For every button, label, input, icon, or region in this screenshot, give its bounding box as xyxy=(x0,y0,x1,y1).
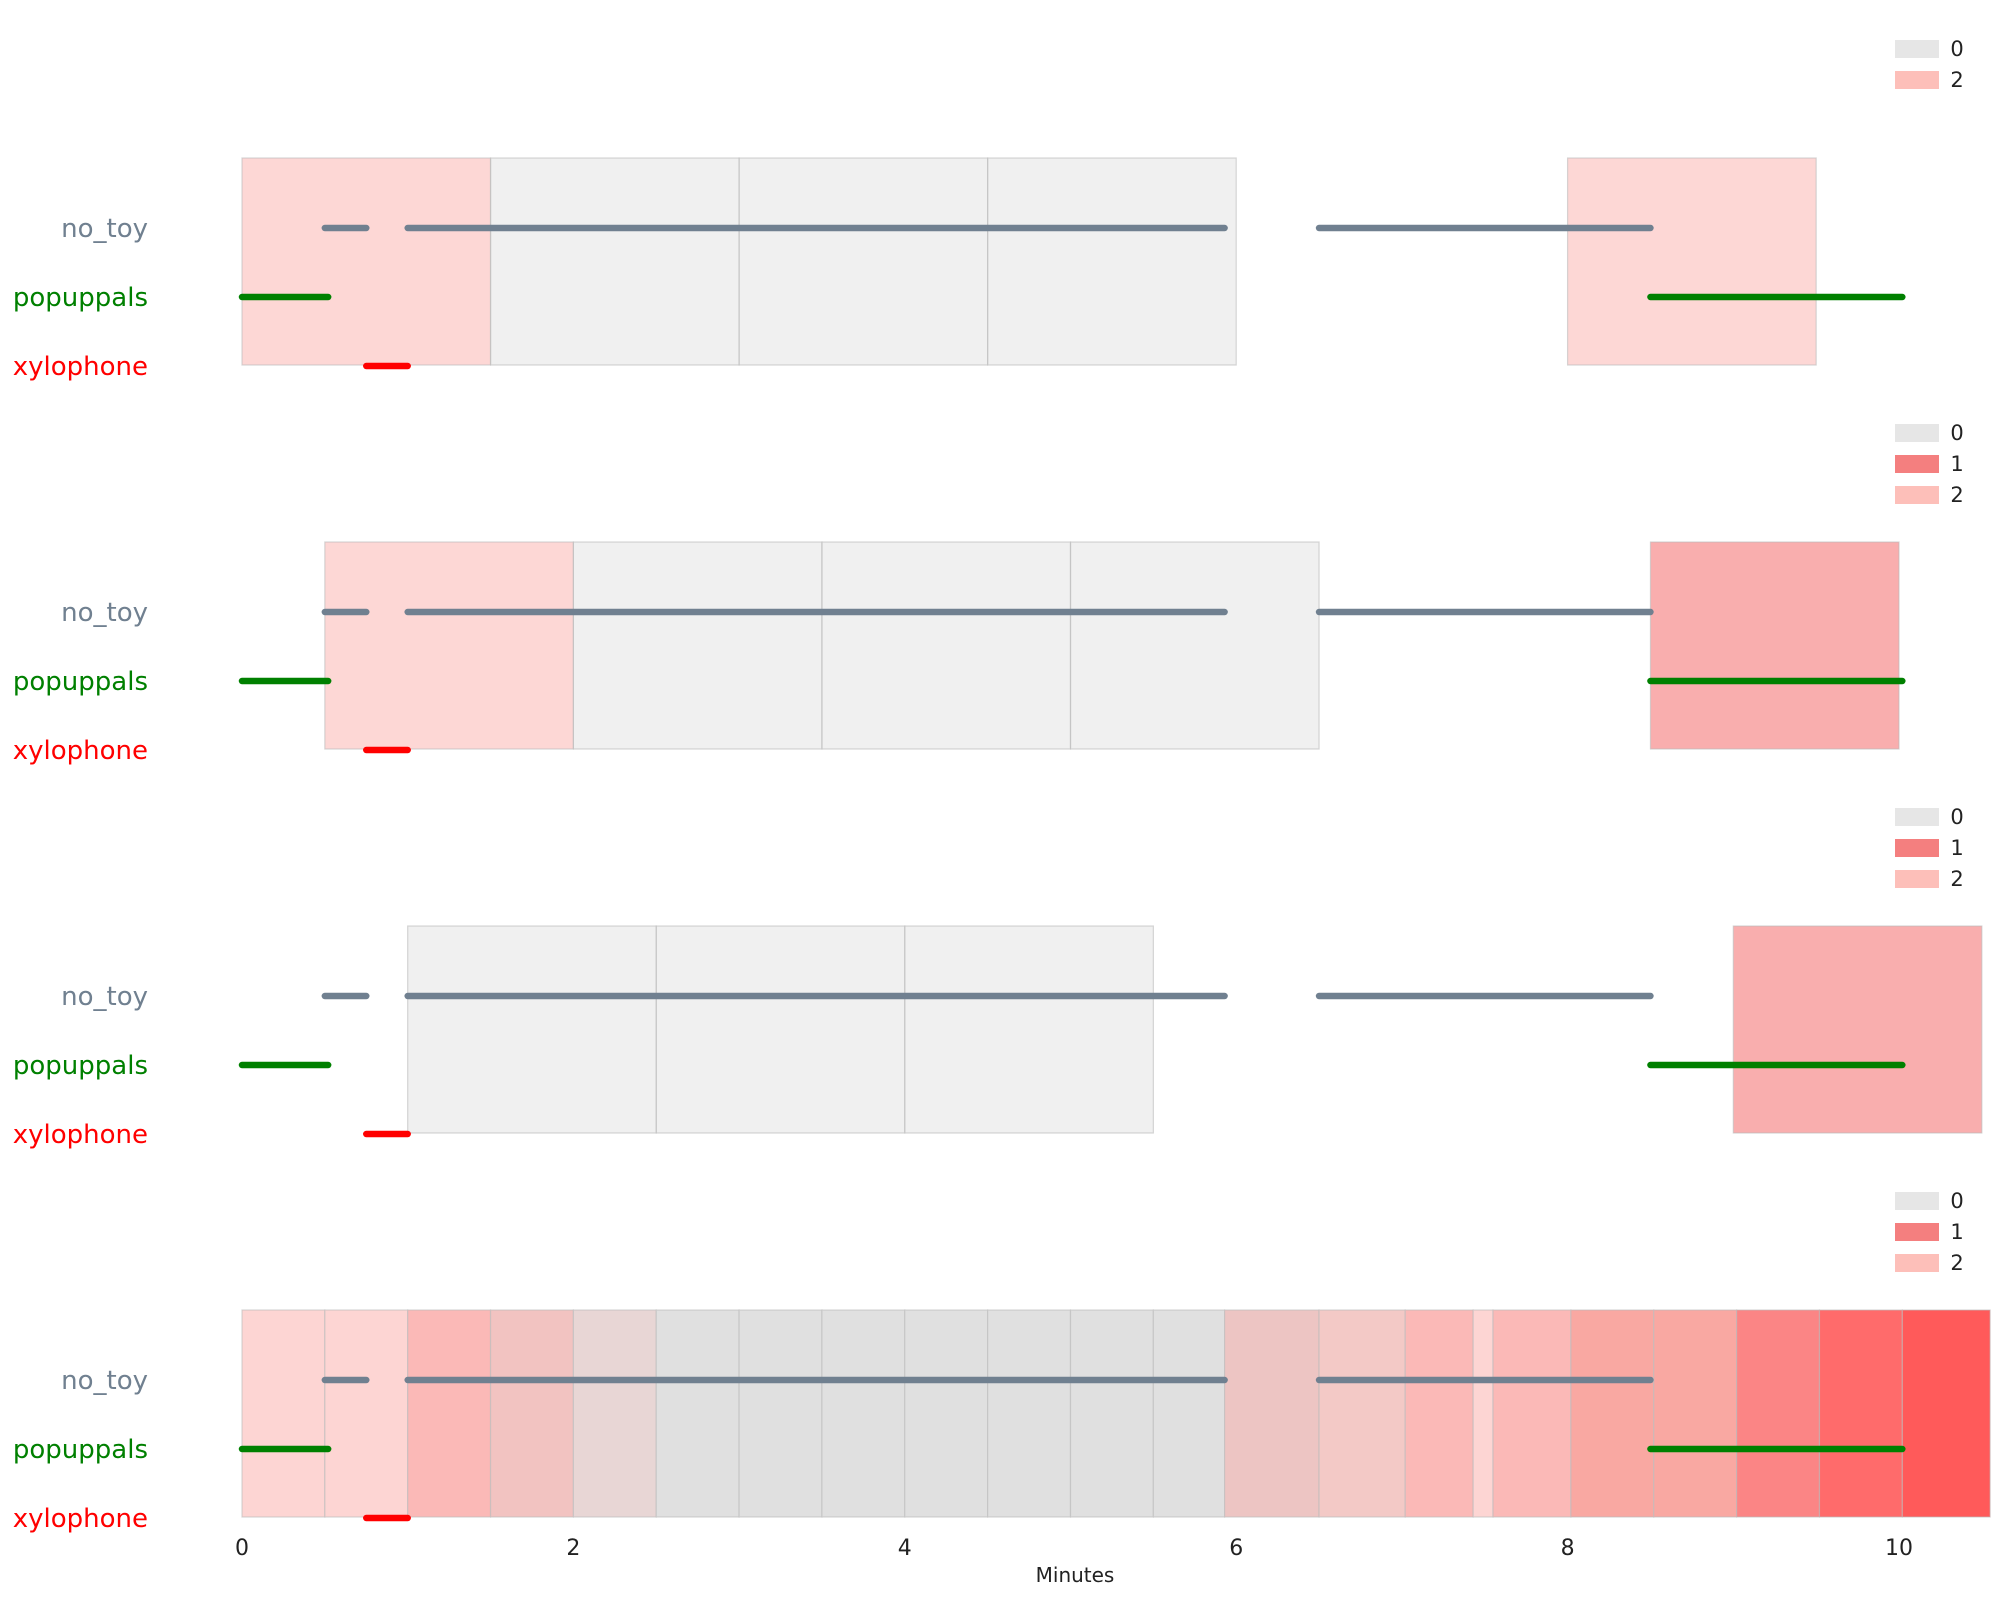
x-axis-label: Minutes xyxy=(1036,1563,1115,1587)
legend-swatch-2 xyxy=(1895,71,1939,89)
row-label-no_toy: no_toy xyxy=(61,598,148,628)
timeline-panel-1: no_toy popuppals xylophone 0 2 xyxy=(13,37,1964,382)
legend-swatch-2 xyxy=(1895,1254,1939,1272)
legend-label-0: 0 xyxy=(1950,1189,1963,1213)
legend-swatch-2 xyxy=(1895,486,1939,504)
row-label-popuppals: popuppals xyxy=(13,1051,148,1081)
row-label-xylophone: xylophone xyxy=(13,1504,148,1534)
row-label-no_toy: no_toy xyxy=(61,1366,148,1396)
window-rect-level-0 xyxy=(738,157,989,366)
heat-segment-rect xyxy=(1224,1309,1320,1518)
legend-swatch-0 xyxy=(1895,1192,1939,1210)
heat-segment-rect xyxy=(407,1309,492,1518)
timeline-panel-2: no_toy popuppals xylophone 0 1 2 xyxy=(13,421,1964,766)
legend-label-0: 0 xyxy=(1950,421,1963,445)
heat-segment-rect xyxy=(1404,1309,1474,1518)
legend-label-2: 2 xyxy=(1950,1251,1963,1275)
legend-swatch-0 xyxy=(1895,424,1939,442)
heat-segment-rect xyxy=(738,1309,823,1518)
legend-label-0: 0 xyxy=(1950,37,1963,61)
row-label-popuppals: popuppals xyxy=(13,667,148,697)
legend-label-1: 1 xyxy=(1950,1220,1963,1244)
window-rect-level-1 xyxy=(1732,925,1983,1134)
heat-segment-rect xyxy=(1818,1309,1903,1518)
legend-label-2: 2 xyxy=(1950,68,1963,92)
heat-segment-rect xyxy=(489,1309,574,1518)
x-tick-label: 0 xyxy=(235,1536,249,1561)
row-label-xylophone: xylophone xyxy=(13,1120,148,1150)
legend-label-1: 1 xyxy=(1950,452,1963,476)
legend-swatch-0 xyxy=(1895,808,1939,826)
legend-swatch-1 xyxy=(1895,839,1939,857)
heat-segment-rect xyxy=(1069,1309,1154,1518)
timeline-panel-4: no_toy popuppals xylophone 0 1 2 xyxy=(13,1189,1991,1534)
heat-segment-rect xyxy=(904,1309,989,1518)
heat-segment-rect xyxy=(1901,1309,1991,1518)
heat-segment-rect xyxy=(1570,1309,1655,1518)
heat-segment-rect xyxy=(655,1309,740,1518)
x-tick-label: 2 xyxy=(566,1536,580,1561)
legend-swatch-1 xyxy=(1895,455,1939,473)
legend-swatch-0 xyxy=(1895,40,1939,58)
heat-segment-rect xyxy=(1152,1309,1226,1518)
heat-segment-rect xyxy=(1318,1309,1406,1518)
row-label-popuppals: popuppals xyxy=(13,1435,148,1465)
legend-label-2: 2 xyxy=(1950,867,1963,891)
window-rect-level-0 xyxy=(821,541,1072,750)
row-label-no_toy: no_toy xyxy=(61,214,148,244)
window-rect-level-2 xyxy=(1566,157,1817,366)
x-tick-label: 8 xyxy=(1561,1536,1575,1561)
window-rect-level-0 xyxy=(904,925,1154,1134)
legend-label-0: 0 xyxy=(1950,805,1963,829)
window-rect-level-0 xyxy=(987,157,1237,366)
window-rect-level-1 xyxy=(1649,541,1900,750)
heat-segment-rect xyxy=(572,1309,657,1518)
legend-label-2: 2 xyxy=(1950,483,1963,507)
window-rect-level-2 xyxy=(324,541,575,750)
heat-segment-rect xyxy=(1492,1309,1572,1518)
heat-segment-rect xyxy=(324,1309,409,1518)
timeline-panel-3: no_toy popuppals xylophone 0 1 2 xyxy=(13,805,1983,1150)
heat-segment-rect xyxy=(1736,1309,1821,1518)
heat-segment-rect xyxy=(987,1309,1072,1518)
window-rect-level-0 xyxy=(489,157,740,366)
heat-segment-rect xyxy=(821,1309,906,1518)
heat-segment-rect xyxy=(1472,1309,1494,1518)
x-tick-label: 4 xyxy=(898,1536,912,1561)
legend-label-1: 1 xyxy=(1950,836,1963,860)
window-rect-level-0 xyxy=(572,541,823,750)
heat-segment-rect xyxy=(241,1309,326,1518)
row-label-xylophone: xylophone xyxy=(13,352,148,382)
window-rect-level-0 xyxy=(1069,541,1320,750)
legend-swatch-1 xyxy=(1895,1223,1939,1241)
window-rect-level-2 xyxy=(241,157,492,366)
row-label-no_toy: no_toy xyxy=(61,982,148,1012)
heat-segment-rect xyxy=(1653,1309,1738,1518)
x-tick-label: 6 xyxy=(1229,1536,1243,1561)
row-label-xylophone: xylophone xyxy=(13,736,148,766)
window-rect-level-0 xyxy=(407,925,657,1134)
legend-swatch-2 xyxy=(1895,870,1939,888)
window-rect-level-0 xyxy=(655,925,906,1134)
row-label-popuppals: popuppals xyxy=(13,283,148,313)
x-tick-label: 10 xyxy=(1885,1536,1913,1561)
